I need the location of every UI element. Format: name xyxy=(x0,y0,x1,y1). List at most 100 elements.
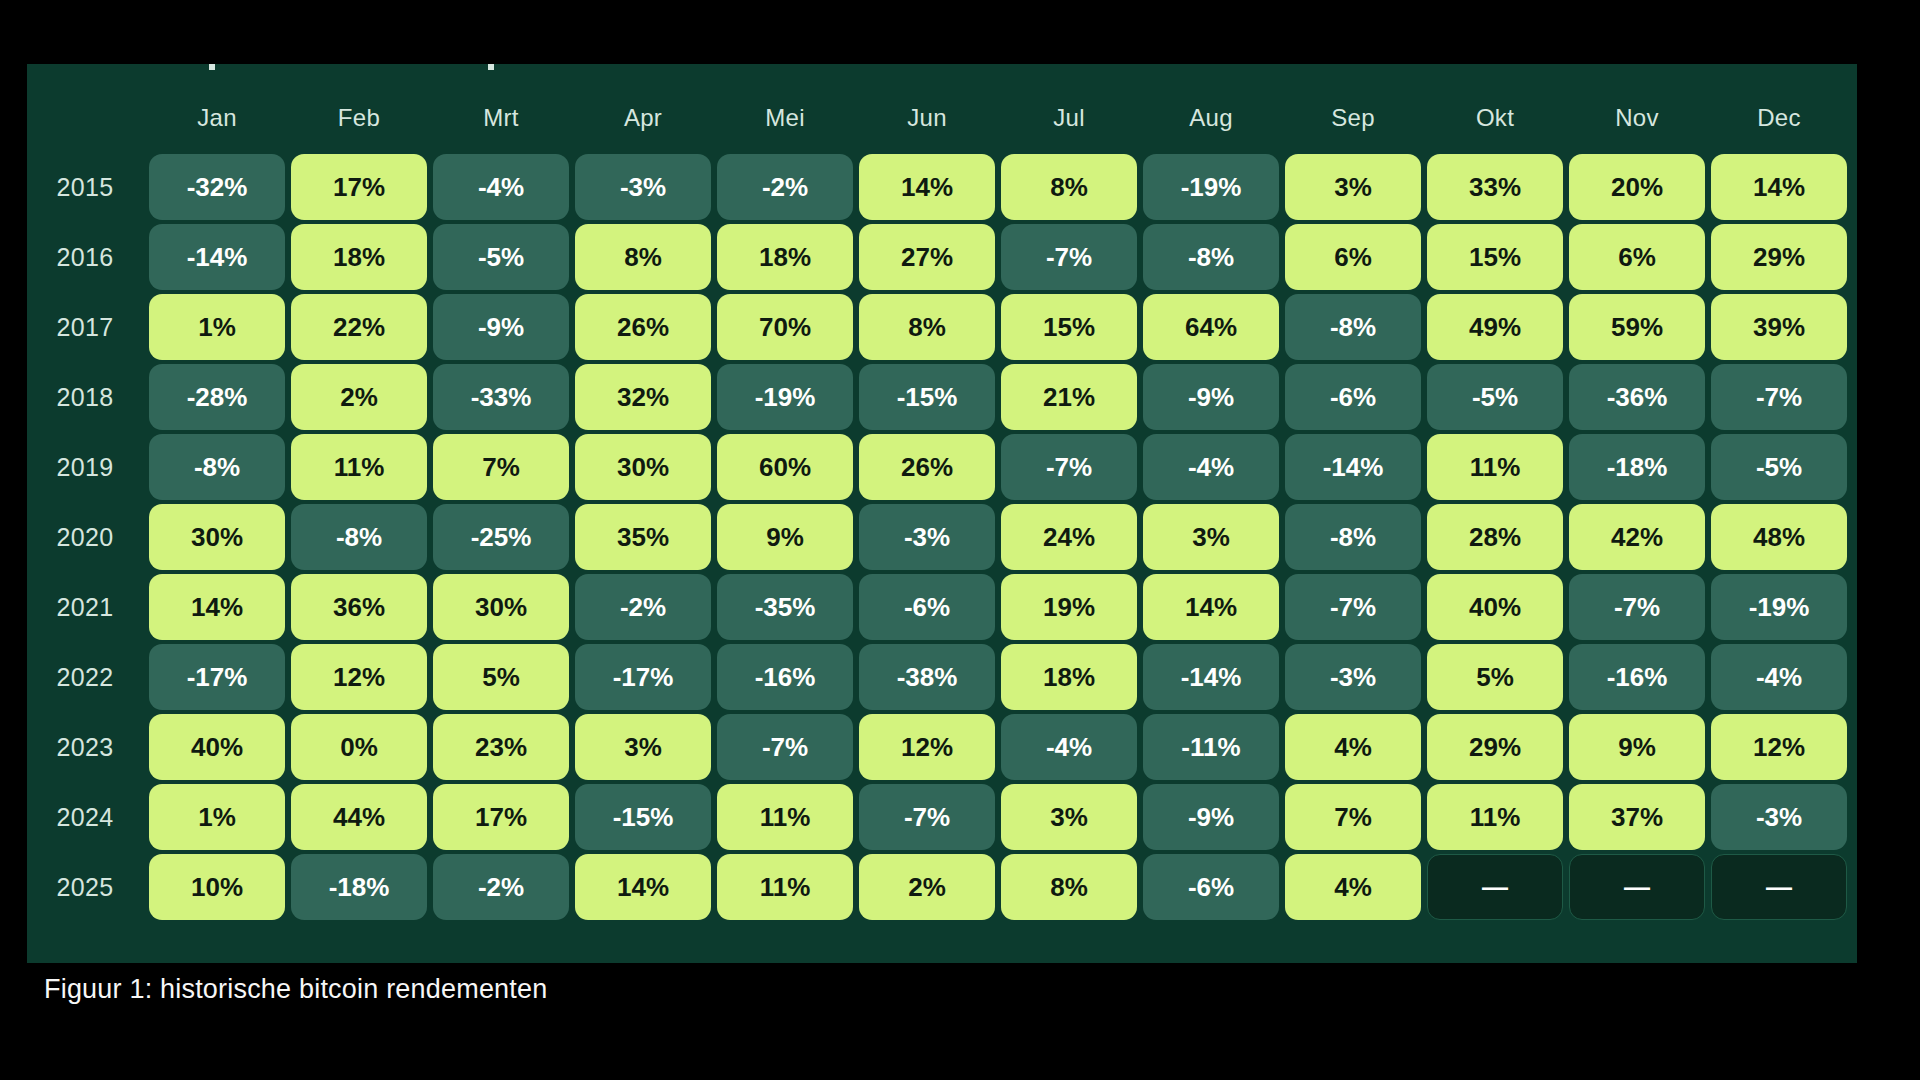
return-cell: 42% xyxy=(1569,504,1705,570)
return-cell: 6% xyxy=(1285,224,1421,290)
return-cell: -6% xyxy=(1143,854,1279,920)
return-cell: -11% xyxy=(1143,714,1279,780)
return-cell: 21% xyxy=(1001,364,1137,430)
return-cell: 14% xyxy=(575,854,711,920)
return-cell: 49% xyxy=(1427,294,1563,360)
return-cell: 36% xyxy=(291,574,427,640)
month-header: Okt xyxy=(1427,86,1563,150)
return-cell: 23% xyxy=(433,714,569,780)
return-cell: 18% xyxy=(291,224,427,290)
return-cell: 11% xyxy=(717,854,853,920)
return-cell: -7% xyxy=(1711,364,1847,430)
return-cell: -6% xyxy=(859,574,995,640)
month-header: Jun xyxy=(859,86,995,150)
return-cell: 11% xyxy=(717,784,853,850)
return-cell-missing: — xyxy=(1427,854,1563,920)
return-cell: 30% xyxy=(575,434,711,500)
return-cell: -8% xyxy=(1285,504,1421,570)
return-cell: -36% xyxy=(1569,364,1705,430)
return-cell: -14% xyxy=(1285,434,1421,500)
return-cell: 7% xyxy=(433,434,569,500)
return-cell: 29% xyxy=(1711,224,1847,290)
return-cell: 70% xyxy=(717,294,853,360)
return-cell: -4% xyxy=(1001,714,1137,780)
return-cell: -7% xyxy=(1285,574,1421,640)
return-cell: -7% xyxy=(717,714,853,780)
return-cell: -19% xyxy=(1143,154,1279,220)
return-cell: -6% xyxy=(1285,364,1421,430)
return-cell: 3% xyxy=(575,714,711,780)
cropped-text-artifact xyxy=(209,64,215,70)
return-cell: 35% xyxy=(575,504,711,570)
return-cell: -17% xyxy=(575,644,711,710)
return-cell: 12% xyxy=(859,714,995,780)
return-cell: -2% xyxy=(717,154,853,220)
return-cell: 24% xyxy=(1001,504,1137,570)
return-cell: -4% xyxy=(1143,434,1279,500)
return-cell: 15% xyxy=(1427,224,1563,290)
return-cell: -8% xyxy=(1143,224,1279,290)
month-header: Aug xyxy=(1143,86,1279,150)
return-cell: -19% xyxy=(717,364,853,430)
return-cell: 7% xyxy=(1285,784,1421,850)
return-cell: 14% xyxy=(1143,574,1279,640)
return-cell: 32% xyxy=(575,364,711,430)
return-cell: 18% xyxy=(1001,644,1137,710)
return-cell: -33% xyxy=(433,364,569,430)
return-cell: 14% xyxy=(1711,154,1847,220)
return-cell: 33% xyxy=(1427,154,1563,220)
return-cell: -3% xyxy=(859,504,995,570)
return-cell: 48% xyxy=(1711,504,1847,570)
return-cell: 11% xyxy=(291,434,427,500)
return-cell: -3% xyxy=(1285,644,1421,710)
cropped-text-artifact xyxy=(488,64,494,70)
return-cell: 30% xyxy=(149,504,285,570)
month-header: Nov xyxy=(1569,86,1705,150)
return-cell: -9% xyxy=(1143,364,1279,430)
return-cell: 3% xyxy=(1285,154,1421,220)
return-cell: 3% xyxy=(1001,784,1137,850)
return-cell: 64% xyxy=(1143,294,1279,360)
return-cell: 14% xyxy=(149,574,285,640)
return-cell: 17% xyxy=(291,154,427,220)
return-cell: -3% xyxy=(575,154,711,220)
return-cell: -17% xyxy=(149,644,285,710)
return-cell: 17% xyxy=(433,784,569,850)
return-cell-missing: — xyxy=(1711,854,1847,920)
return-cell: 9% xyxy=(1569,714,1705,780)
return-cell: -18% xyxy=(291,854,427,920)
return-cell: 11% xyxy=(1427,784,1563,850)
return-cell: 8% xyxy=(859,294,995,360)
return-cell: 1% xyxy=(149,784,285,850)
return-cell: 1% xyxy=(149,294,285,360)
return-cell: -5% xyxy=(433,224,569,290)
return-cell: 44% xyxy=(291,784,427,850)
figure-caption: Figuur 1: historische bitcoin rendemente… xyxy=(44,974,547,1005)
return-cell: -32% xyxy=(149,154,285,220)
year-label: 2025 xyxy=(27,854,143,920)
return-cell: -5% xyxy=(1427,364,1563,430)
month-header: Mei xyxy=(717,86,853,150)
return-cell: 30% xyxy=(433,574,569,640)
return-cell: -35% xyxy=(717,574,853,640)
return-cell: 6% xyxy=(1569,224,1705,290)
return-cell: 40% xyxy=(1427,574,1563,640)
return-cell: 39% xyxy=(1711,294,1847,360)
return-cell: -25% xyxy=(433,504,569,570)
month-header: Mrt xyxy=(433,86,569,150)
month-header: Dec xyxy=(1711,86,1847,150)
return-cell: 27% xyxy=(859,224,995,290)
return-cell: 8% xyxy=(1001,854,1137,920)
return-cell: 19% xyxy=(1001,574,1137,640)
return-cell: -4% xyxy=(433,154,569,220)
year-label: 2018 xyxy=(27,364,143,430)
month-header: Jan xyxy=(149,86,285,150)
return-cell: -7% xyxy=(859,784,995,850)
return-cell: -8% xyxy=(1285,294,1421,360)
return-cell: 26% xyxy=(575,294,711,360)
return-cell: 2% xyxy=(291,364,427,430)
return-cell: 3% xyxy=(1143,504,1279,570)
return-cell: 4% xyxy=(1285,854,1421,920)
month-header: Sep xyxy=(1285,86,1421,150)
return-cell: 14% xyxy=(859,154,995,220)
